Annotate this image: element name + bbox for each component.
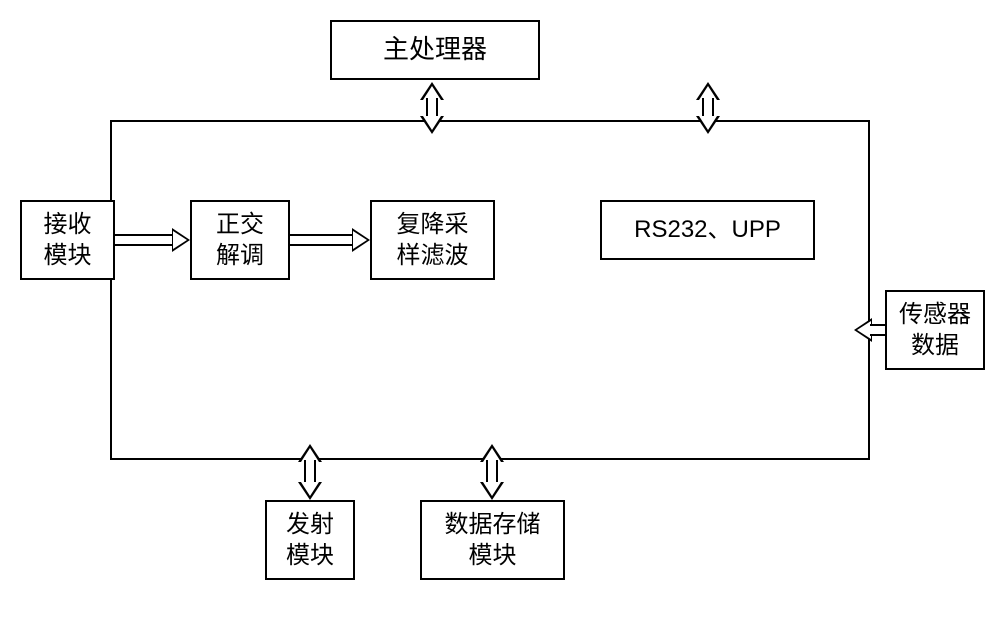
label-rs232-upp: RS232、UPP: [634, 214, 781, 245]
label-sensor-data: 传感器 数据: [899, 299, 971, 361]
node-rs232-upp: RS232、UPP: [600, 200, 815, 260]
node-receive-module: 接收 模块: [20, 200, 115, 280]
node-data-storage: 数据存储 模块: [420, 500, 565, 580]
label-main-processor: 主处理器: [383, 33, 487, 67]
label-data-storage: 数据存储 模块: [445, 509, 541, 571]
label-transmit-module: 发射 模块: [286, 509, 334, 571]
label-receive-module: 接收 模块: [44, 209, 92, 271]
node-main-processor: 主处理器: [330, 20, 540, 80]
node-transmit-module: 发射 模块: [265, 500, 355, 580]
node-sensor-data: 传感器 数据: [885, 290, 985, 370]
container-box: [110, 120, 870, 460]
node-iq-demod: 正交 解调: [190, 200, 290, 280]
label-iq-demod: 正交 解调: [216, 209, 264, 271]
label-downsample: 复降采 样滤波: [397, 209, 469, 271]
node-downsample: 复降采 样滤波: [370, 200, 495, 280]
